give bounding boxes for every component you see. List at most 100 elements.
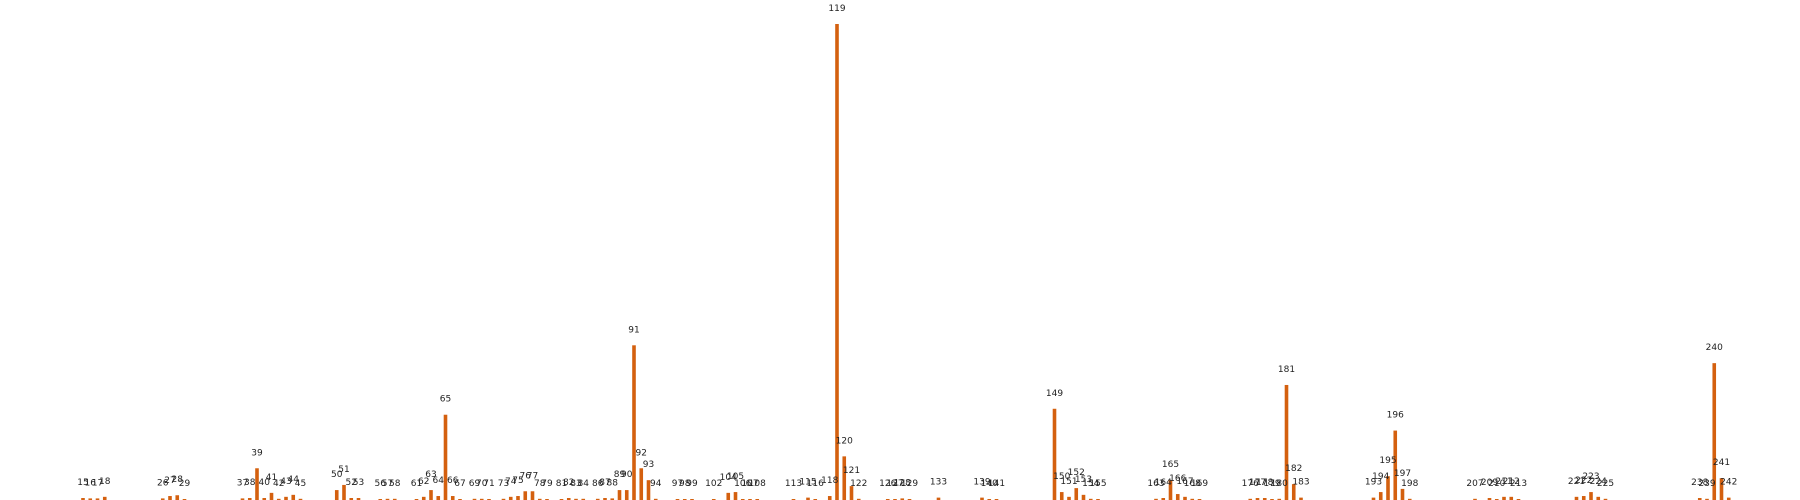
bar-label-107: 107: [741, 479, 758, 489]
bar-label-241: 241: [1713, 458, 1730, 468]
bar-label-168: 168: [1184, 479, 1201, 489]
bar-label-118: 118: [821, 476, 838, 486]
bar-149: [1052, 408, 1057, 500]
bar-94: [653, 498, 658, 500]
bar-label-128: 128: [894, 478, 911, 488]
bar-180: [1277, 498, 1282, 500]
bar-51: [342, 484, 346, 500]
bar-73: [501, 498, 506, 500]
bar-194: [1378, 492, 1383, 500]
bar-label-195: 195: [1379, 456, 1396, 466]
bar-label-239: 239: [1698, 479, 1715, 489]
bar-label-193: 193: [1365, 478, 1382, 488]
bar-label-163: 163: [1147, 479, 1164, 489]
bar-label-67: 67: [454, 479, 465, 489]
bar-label-238: 238: [1691, 478, 1708, 488]
bar-57: [385, 498, 390, 500]
bar-label-83: 83: [570, 479, 581, 489]
bar-151: [1067, 496, 1071, 500]
bar-label-57: 57: [382, 479, 393, 489]
bar-83: [574, 498, 578, 500]
bar-240: [1712, 363, 1717, 500]
bar-label-196: 196: [1387, 411, 1404, 421]
bar-label-81: 81: [556, 479, 567, 489]
bar-18: [102, 496, 107, 500]
bar-88: [610, 498, 615, 500]
bar-label-29: 29: [179, 479, 191, 489]
bar-label-155: 155: [1089, 479, 1106, 489]
bar-label-43: 43: [280, 477, 291, 487]
bar-label-91: 91: [628, 325, 639, 335]
bar-label-197: 197: [1394, 469, 1411, 479]
bar-label-141: 141: [988, 479, 1005, 489]
bar-label-242: 242: [1720, 478, 1737, 488]
bar-label-121: 121: [843, 466, 860, 476]
bar-label-182: 182: [1285, 464, 1302, 474]
bar-label-66: 66: [447, 476, 459, 486]
bar-label-26: 26: [157, 478, 169, 488]
bar-label-70: 70: [476, 479, 488, 489]
bar-64: [436, 496, 441, 500]
bar-82: [566, 498, 571, 500]
bar-label-127: 127: [886, 479, 903, 489]
bar-label-37: 37: [237, 478, 248, 488]
bar-label-76: 76: [520, 471, 532, 481]
bar-label-58: 58: [389, 479, 401, 489]
bar-label-65: 65: [440, 395, 451, 405]
bar-196: [1393, 430, 1398, 500]
bar-label-82: 82: [563, 478, 574, 488]
bar-28: [175, 495, 180, 500]
bar-label-152: 152: [1068, 468, 1085, 478]
bar-label-40: 40: [259, 478, 271, 488]
bar-label-198: 198: [1401, 479, 1418, 489]
bar-70: [479, 498, 484, 500]
bar-193: [1371, 497, 1376, 500]
bar-223: [1589, 492, 1593, 500]
bar-27: [168, 496, 172, 500]
bar-242: [1726, 497, 1731, 500]
bar-label-151: 151: [1060, 477, 1077, 487]
bar-label-79: 79: [541, 479, 553, 489]
bar-74: [508, 496, 513, 500]
bar-224: [1596, 496, 1601, 500]
bar-label-120: 120: [836, 436, 853, 446]
bar-93: [646, 480, 651, 500]
bar-label-126: 126: [879, 479, 896, 489]
bar-43: [284, 496, 288, 500]
bar-label-106: 106: [734, 479, 751, 489]
bar-label-149: 149: [1046, 389, 1063, 399]
bar-69: [472, 498, 477, 500]
bar-label-87: 87: [599, 478, 610, 488]
bar-label-98: 98: [679, 479, 691, 489]
bar-115: [806, 497, 810, 500]
bar-label-122: 122: [850, 479, 867, 489]
bar-label-27: 27: [164, 476, 175, 486]
bar-87: [603, 498, 607, 500]
bar-label-108: 108: [749, 479, 766, 489]
bar-209: [1487, 498, 1492, 500]
bar-42: [276, 498, 281, 500]
bar-154: [1088, 498, 1093, 500]
bar-90: [624, 490, 629, 500]
bar-label-116: 116: [807, 479, 824, 489]
bar-41: [269, 492, 274, 500]
bar-66: [450, 496, 455, 500]
bar-label-42: 42: [273, 479, 284, 489]
bar-105: [733, 492, 738, 500]
bar-label-209: 209: [1481, 478, 1498, 488]
bar-label-119: 119: [828, 4, 845, 14]
bar-label-164: 164: [1155, 478, 1172, 488]
bar-label-167: 167: [1176, 477, 1193, 487]
bar-label-113: 113: [785, 479, 802, 489]
bar-121: [849, 486, 854, 500]
bar-label-41: 41: [266, 473, 277, 483]
bar-63: [429, 490, 433, 500]
bar-label-183: 183: [1292, 478, 1309, 488]
bar-39: [255, 468, 259, 500]
bar-153: [1081, 494, 1086, 500]
bar-label-194: 194: [1372, 472, 1389, 482]
bar-label-15: 15: [77, 478, 88, 488]
